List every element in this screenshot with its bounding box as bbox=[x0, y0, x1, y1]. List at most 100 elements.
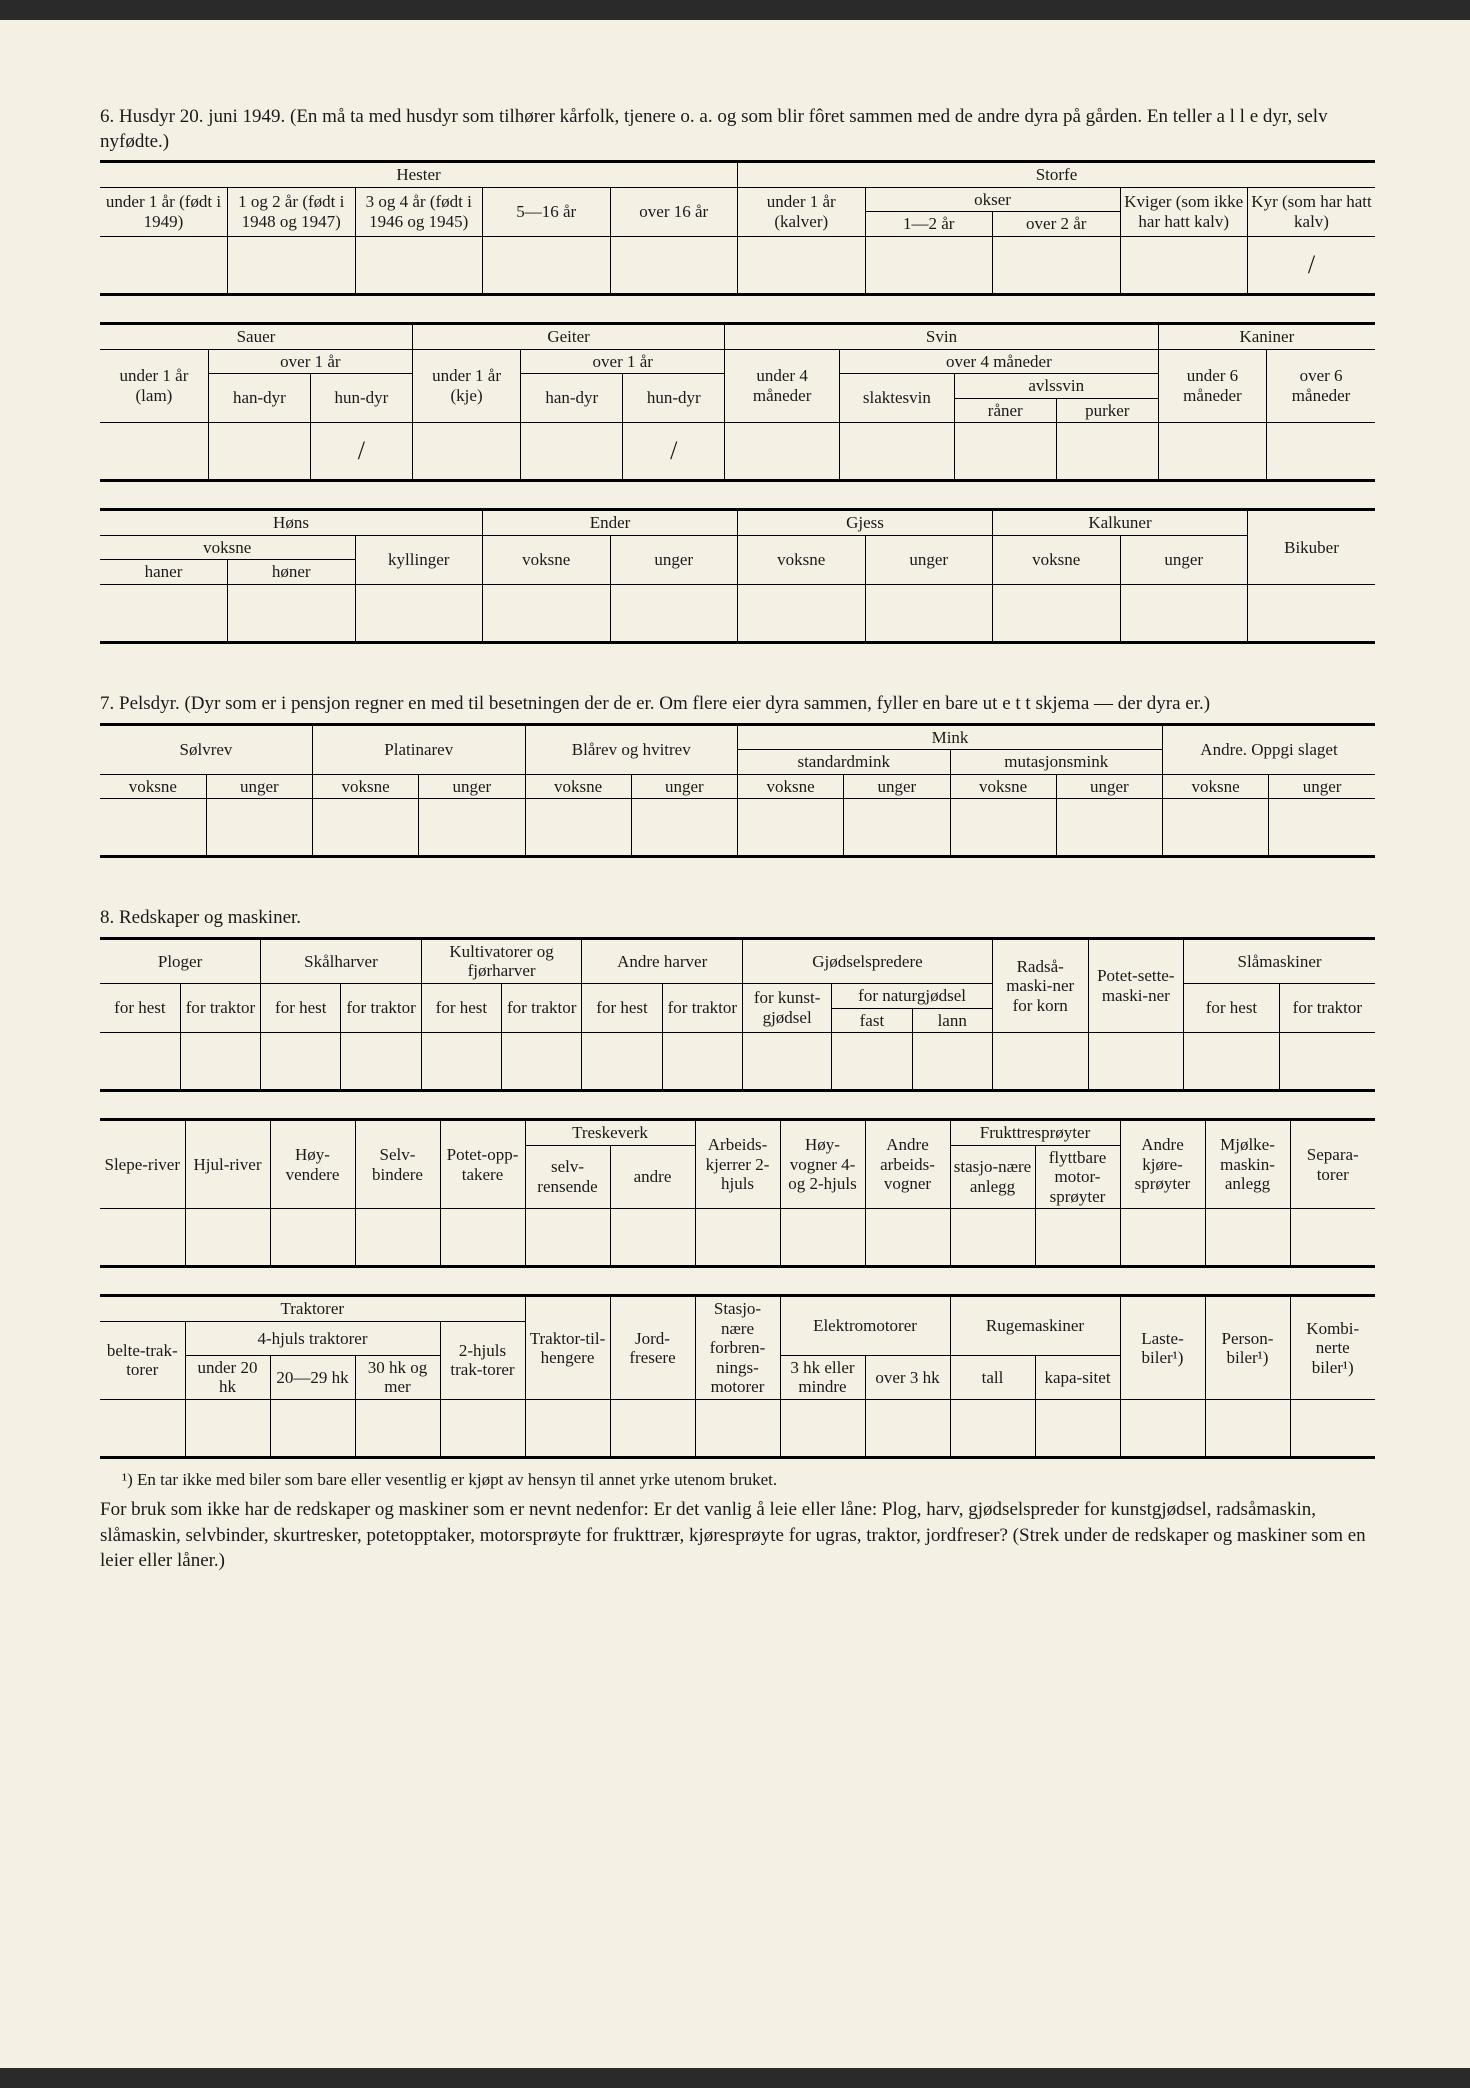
c: 30 hk og mer bbox=[355, 1355, 440, 1399]
d bbox=[865, 237, 993, 295]
c: for traktor bbox=[341, 983, 421, 1032]
hdr: Mink bbox=[738, 724, 1163, 750]
d bbox=[355, 1209, 440, 1267]
c: under 1 år (kje) bbox=[412, 349, 520, 423]
c: under 4 måneder bbox=[725, 349, 840, 423]
d bbox=[780, 1209, 865, 1267]
d bbox=[355, 584, 483, 642]
d bbox=[1035, 1209, 1120, 1267]
c: over 4 måneder bbox=[840, 349, 1159, 374]
c: belte-trak-torer bbox=[100, 1321, 185, 1399]
sec8-bodytext: For bruk som ikke har de redskaper og ma… bbox=[100, 1497, 1375, 1574]
c: unger bbox=[844, 774, 950, 799]
h-c0: under 1 år (født i 1949) bbox=[100, 187, 228, 236]
d bbox=[100, 1399, 185, 1457]
c: 20—29 hk bbox=[270, 1355, 355, 1399]
hdr: Skålharver bbox=[261, 938, 422, 983]
c: over 3 hk bbox=[865, 1355, 950, 1399]
d bbox=[440, 1209, 525, 1267]
hdr: Blårev og hvitrev bbox=[525, 724, 738, 774]
c: haner bbox=[100, 560, 228, 585]
d bbox=[1184, 1033, 1280, 1091]
sec6-tableC: Høns Ender Gjess Kalkuner Bikuber voksne… bbox=[100, 508, 1375, 644]
d bbox=[1267, 423, 1375, 481]
c: for hest bbox=[421, 983, 501, 1032]
c: unger bbox=[1269, 774, 1375, 799]
hdr: Sølvrev bbox=[100, 724, 313, 774]
d bbox=[993, 584, 1121, 642]
d bbox=[100, 1033, 180, 1091]
c: for hest bbox=[1184, 983, 1280, 1032]
d bbox=[228, 237, 356, 295]
c: for hest bbox=[100, 983, 180, 1032]
c: 4-hjuls traktorer bbox=[185, 1321, 440, 1355]
hdr: Kultivatorer og fjørharver bbox=[421, 938, 582, 983]
c: standardmink bbox=[738, 750, 951, 775]
hdr: Høns bbox=[100, 510, 483, 536]
hdr: Andre. Oppgi slaget bbox=[1163, 724, 1376, 774]
d bbox=[341, 1033, 421, 1091]
c: lann bbox=[912, 1008, 992, 1033]
d bbox=[185, 1399, 270, 1457]
hdr: Svin bbox=[725, 324, 1159, 350]
sec7-title: 7. Pelsdyr. (Dyr som er i pensjon regner… bbox=[100, 692, 1375, 717]
c: under 6 måneder bbox=[1158, 349, 1266, 423]
s-kviger: Kviger (som ikke har hatt kalv) bbox=[1120, 187, 1248, 236]
sec8-title: 8. Redskaper og maskiner. bbox=[100, 906, 1375, 931]
s-okser-1: 1—2 år bbox=[865, 212, 993, 237]
hdr-storfe: Storfe bbox=[738, 162, 1376, 188]
c: hun-dyr bbox=[623, 374, 725, 423]
d bbox=[631, 799, 737, 857]
d bbox=[865, 584, 993, 642]
hdr: Platinarev bbox=[313, 724, 526, 774]
c: Slepe-river bbox=[100, 1120, 185, 1209]
d bbox=[1120, 584, 1248, 642]
d bbox=[844, 799, 950, 857]
c: selv-rensende bbox=[525, 1145, 610, 1209]
h-c1: 1 og 2 år (født i 1948 og 1947) bbox=[228, 187, 356, 236]
c: for traktor bbox=[1279, 983, 1375, 1032]
c: over 1 år bbox=[208, 349, 412, 374]
d bbox=[840, 423, 955, 481]
c: voksne bbox=[993, 535, 1121, 584]
d bbox=[1290, 1399, 1375, 1457]
c: voksne bbox=[950, 774, 1056, 799]
hdr: Potet-sette-maski-ner bbox=[1088, 938, 1184, 1032]
d bbox=[1248, 584, 1376, 642]
s-okser: okser bbox=[865, 187, 1120, 212]
d bbox=[261, 1033, 341, 1091]
c: voksne bbox=[738, 535, 866, 584]
page: 6. Husdyr 20. juni 1949. (En må ta med h… bbox=[0, 20, 1470, 2068]
d bbox=[1269, 799, 1375, 857]
d bbox=[185, 1209, 270, 1267]
hdr: Ender bbox=[483, 510, 738, 536]
c: 2-hjuls trak-torer bbox=[440, 1321, 525, 1399]
d bbox=[355, 237, 483, 295]
d bbox=[725, 423, 840, 481]
d bbox=[743, 1033, 832, 1091]
d bbox=[695, 1399, 780, 1457]
d bbox=[662, 1033, 742, 1091]
hdr: Traktorer bbox=[100, 1296, 525, 1322]
d bbox=[950, 799, 1056, 857]
c: Potet-opp-takere bbox=[440, 1120, 525, 1209]
d bbox=[780, 1399, 865, 1457]
c: 3 hk eller mindre bbox=[780, 1355, 865, 1399]
sec6-title: 6. Husdyr 20. juni 1949. (En må ta med h… bbox=[100, 105, 1375, 154]
d: / bbox=[1248, 237, 1376, 295]
d bbox=[865, 1399, 950, 1457]
c: mutasjonsmink bbox=[950, 750, 1163, 775]
d bbox=[610, 584, 738, 642]
d bbox=[738, 237, 866, 295]
d bbox=[610, 237, 738, 295]
c: purker bbox=[1056, 398, 1158, 423]
d bbox=[502, 1033, 582, 1091]
d: / bbox=[310, 423, 412, 481]
c: Elektromotorer bbox=[780, 1296, 950, 1356]
c: unger bbox=[1056, 774, 1162, 799]
c: voksne bbox=[483, 535, 611, 584]
sec8-tableA: Ploger Skålharver Kultivatorer og fjørha… bbox=[100, 937, 1375, 1092]
c: over 6 måneder bbox=[1267, 349, 1375, 423]
c: Høy-vogner 4- og 2-hjuls bbox=[780, 1120, 865, 1209]
s-c0: under 1 år (kalver) bbox=[738, 187, 866, 236]
